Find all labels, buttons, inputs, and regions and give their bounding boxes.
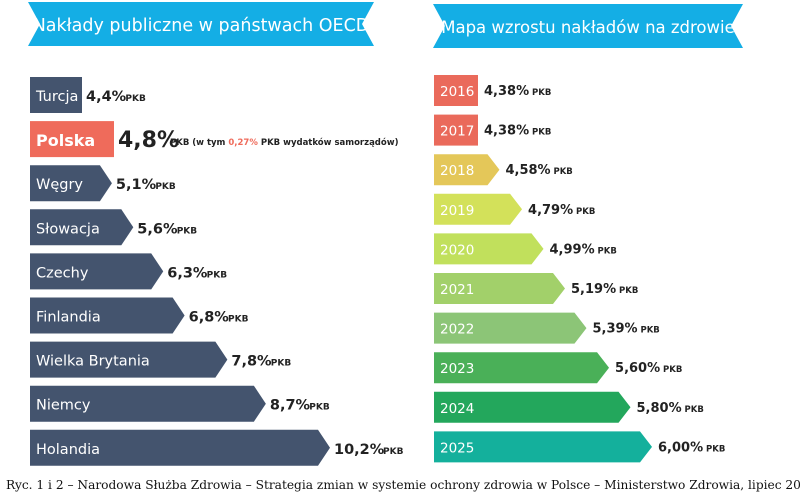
year-label-2022: 2022 — [440, 322, 474, 338]
value-label-3: 5,6% — [137, 221, 178, 237]
year-label-2019: 2019 — [440, 203, 474, 219]
bar-8 — [30, 429, 330, 466]
bar-year-2018 — [434, 154, 500, 186]
year-value-2018: 4,58% — [505, 163, 550, 178]
value-label-8: 10,2% — [334, 442, 385, 458]
bar-4 — [30, 253, 164, 290]
year-value-2017: 4,38% — [484, 124, 529, 139]
unit-label-3: PKB — [177, 226, 198, 236]
year-unit-2022: PKB — [640, 326, 659, 336]
year-label-2017: 2017 — [440, 124, 474, 140]
bar-label-0: Turcja — [35, 89, 78, 105]
chart-canvas: Nakłady publiczne w państwach OECD Turcja… — [28, 2, 743, 466]
year-unit-2018: PKB — [553, 167, 572, 177]
year-label-2024: 2024 — [440, 401, 474, 417]
year-unit-2024: PKB — [685, 405, 704, 415]
year-label-2023: 2023 — [440, 361, 474, 377]
year-value-2022: 5,39% — [592, 322, 637, 337]
year-value-2020: 4,99% — [550, 242, 595, 257]
bar-label-2: Węgry — [36, 177, 83, 193]
year-value-2021: 5,19% — [571, 282, 616, 297]
bar-year-2020 — [434, 233, 544, 265]
year-unit-2019: PKB — [576, 207, 595, 217]
highlight-note: PKB (w tym 0,27% PKB wydatków samorządów… — [170, 137, 399, 148]
bar-year-2021 — [434, 273, 565, 304]
year-value-2019: 4,79% — [528, 203, 573, 218]
value-label-6: 7,8% — [231, 354, 272, 370]
value-label-7: 8,7% — [270, 398, 311, 414]
year-label-2016: 2016 — [440, 84, 474, 100]
bar-year-2019 — [434, 193, 523, 225]
left-chart-title: Nakłady publiczne w państwach OECD — [33, 16, 370, 36]
right-title-banner — [433, 4, 743, 48]
bar-label-1: Polska — [36, 131, 95, 150]
year-unit-2020: PKB — [598, 246, 617, 256]
year-unit-2021: PKB — [619, 286, 638, 296]
year-label-2021: 2021 — [440, 282, 474, 298]
bar-label-8: Holandia — [36, 442, 100, 458]
year-label-2020: 2020 — [440, 242, 474, 258]
bar-label-5: Finlandia — [36, 310, 101, 326]
unit-label-4: PKB — [207, 270, 228, 280]
unit-label-2: PKB — [155, 182, 176, 192]
bar-year-2025 — [434, 431, 652, 463]
bar-highlight-1 — [30, 121, 114, 158]
bar-5 — [30, 297, 185, 334]
bar-year-2023 — [434, 352, 610, 384]
value-label-1: 4,8% — [118, 128, 179, 153]
bar-year-2024 — [434, 391, 631, 423]
year-unit-2017: PKB — [532, 128, 551, 138]
bar-0 — [30, 77, 82, 113]
value-label-0: 4,4% — [86, 89, 127, 105]
bar-7 — [30, 385, 266, 422]
bar-label-7: Niemcy — [36, 398, 91, 414]
year-unit-2016: PKB — [532, 88, 551, 98]
bar-year-2017 — [434, 114, 478, 146]
left-title-banner — [28, 2, 374, 46]
unit-label-6: PKB — [271, 359, 292, 369]
year-value-2025: 6,00% — [658, 440, 703, 455]
value-label-5: 6,8% — [189, 310, 230, 326]
year-unit-2025: PKB — [706, 444, 725, 454]
value-label-4: 6,3% — [167, 265, 208, 281]
year-unit-2023: PKB — [663, 365, 682, 375]
unit-label-7: PKB — [309, 403, 330, 413]
bar-year-2022 — [434, 312, 587, 344]
value-label-2: 5,1% — [116, 177, 157, 193]
bar-6 — [30, 341, 228, 378]
bar-3 — [30, 209, 134, 246]
year-value-2016: 4,38% — [484, 84, 529, 99]
year-value-2023: 5,60% — [615, 361, 660, 376]
unit-label-0: PKB — [125, 94, 146, 104]
year-label-2018: 2018 — [440, 163, 474, 179]
bar-label-4: Czechy — [36, 265, 89, 281]
bar-year-2016 — [434, 75, 478, 106]
figure-caption: Ryc. 1 i 2 – Narodowa Służba Zdrowia – S… — [6, 478, 800, 492]
right-chart-title: Mapa wzrostu nakładów na zdrowie — [441, 18, 735, 37]
year-value-2024: 5,80% — [637, 401, 682, 416]
unit-label-8: PKB — [383, 447, 404, 457]
year-label-2025: 2025 — [440, 440, 474, 456]
bar-label-3: Słowacja — [36, 221, 100, 237]
bar-2 — [30, 165, 112, 202]
unit-label-5: PKB — [228, 315, 249, 325]
bar-label-6: Wielka Brytania — [36, 354, 150, 370]
